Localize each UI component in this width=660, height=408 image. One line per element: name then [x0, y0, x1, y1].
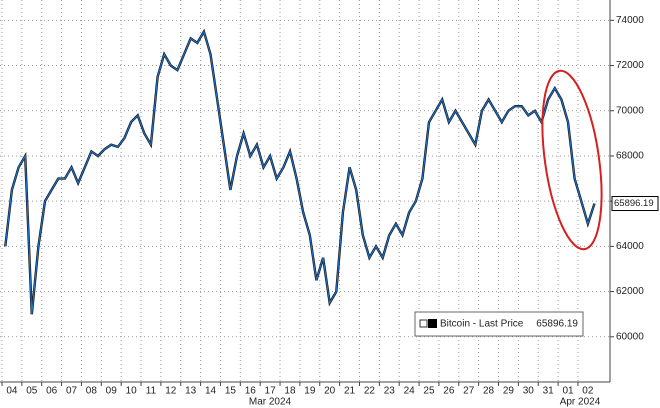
- x-tick-label: 09: [106, 386, 118, 397]
- x-tick-label: 01: [562, 386, 574, 397]
- y-tick-label: 62000: [616, 286, 644, 297]
- x-tick-label: 30: [523, 386, 535, 397]
- x-tick-label: 10: [126, 386, 138, 397]
- month-label: Mar 2024: [249, 397, 292, 408]
- x-tick-label: 05: [26, 386, 38, 397]
- y-tick-label: 74000: [616, 15, 644, 26]
- legend-value: 65896.19: [536, 319, 578, 330]
- x-tick-label: 24: [404, 386, 416, 397]
- legend-icon: [419, 319, 428, 328]
- last-price-box: [611, 196, 659, 212]
- y-tick-label: 64000: [616, 241, 644, 252]
- legend-label: Bitcoin - Last Price: [440, 319, 524, 330]
- x-tick-label: 23: [384, 386, 396, 397]
- x-tick-label: 29: [503, 386, 515, 397]
- y-tick-label: 68000: [616, 151, 644, 162]
- x-tick-label: 12: [165, 386, 177, 397]
- highlight-ellipse: [541, 69, 603, 251]
- x-tick-label: 04: [6, 386, 18, 397]
- x-tick-label: 11: [146, 386, 157, 397]
- x-tick-label: 07: [66, 386, 78, 397]
- last-price-label: 65896.19: [614, 198, 654, 209]
- x-tick-label: 18: [284, 386, 296, 397]
- x-tick-label: 26: [443, 386, 455, 397]
- y-tick-label: 60000: [616, 331, 644, 342]
- x-tick-label: 17: [265, 386, 277, 397]
- x-tick-label: 13: [185, 386, 197, 397]
- x-tick-label: 25: [423, 386, 435, 397]
- y-tick-label: 70000: [616, 105, 644, 116]
- legend-box: [414, 311, 584, 337]
- x-tick-label: 22: [364, 386, 376, 397]
- x-tick-label: 19: [304, 386, 316, 397]
- x-tick-label: 14: [205, 386, 217, 397]
- x-tick-label: 27: [463, 386, 475, 397]
- x-tick-label: 02: [582, 386, 594, 397]
- y-tick-label: 72000: [616, 60, 644, 71]
- x-tick-label: 15: [225, 386, 237, 397]
- price-line: [4, 30, 596, 315]
- x-tick-label: 21: [344, 386, 356, 397]
- x-tick-label: 08: [86, 386, 98, 397]
- month-label: Apr 2024: [560, 397, 601, 408]
- legend: Bitcoin - Last Price 65896.19: [414, 311, 584, 337]
- x-tick-label: 16: [245, 386, 257, 397]
- x-tick-label: 28: [483, 386, 495, 397]
- x-tick-label: 31: [543, 386, 555, 397]
- x-tick-label: 06: [46, 386, 58, 397]
- x-tick-label: 20: [324, 386, 336, 397]
- legend-swatch: [428, 319, 437, 328]
